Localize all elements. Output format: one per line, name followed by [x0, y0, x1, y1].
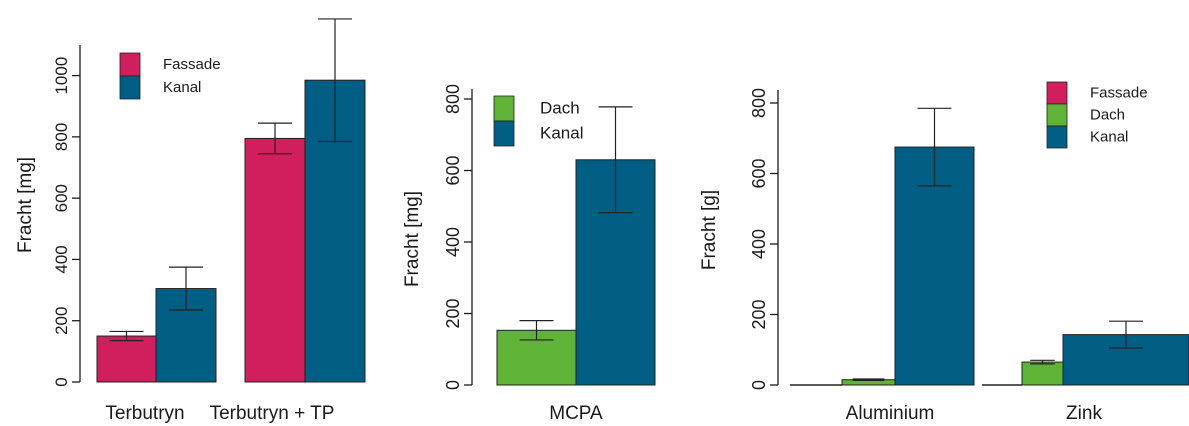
legend-label-dach: Dach [540, 99, 580, 118]
y-tick-label: 0 [443, 380, 463, 390]
category-label: Terbutryn + TP [210, 403, 335, 424]
y-tick-label: 400 [749, 229, 769, 259]
legend: Fassade Kanal [119, 52, 221, 100]
error-bar [852, 378, 885, 382]
bar-kanal [894, 146, 975, 386]
bar-fassade [96, 335, 157, 383]
error-bar [258, 122, 292, 155]
error-bar [318, 18, 352, 143]
error-bar [519, 320, 554, 341]
y-tick-label: 800 [52, 123, 71, 151]
chart-panel-3: 0 200 400 600 800 Fracht [g] Aluminium Zink Fass… [699, 81, 1189, 424]
y-tick-label: 600 [749, 158, 769, 188]
legend-swatch-kanal [1046, 125, 1068, 149]
y-tick-label: 800 [443, 84, 463, 114]
y-tick-label: 400 [443, 227, 463, 257]
error-bar [917, 107, 952, 187]
bar-dach [1021, 361, 1064, 386]
error-bar [598, 106, 633, 214]
legend-swatch-kanal [119, 75, 141, 100]
y-tick-label: 1000 [52, 57, 71, 95]
legend: Dach Kanal [493, 95, 583, 147]
legend-label-dach: Dach [1090, 106, 1125, 123]
error-bar [1109, 320, 1143, 349]
y-tick-label: 200 [52, 307, 71, 335]
legend-swatch-dach [493, 95, 515, 122]
legend-swatch-dach [1046, 103, 1068, 127]
legend: Fassade Dach Kanal [1046, 81, 1148, 149]
y-tick-label: 200 [443, 298, 463, 328]
legend-label-fassade: Fassade [1090, 84, 1148, 101]
y-tick-label: 800 [749, 88, 769, 118]
legend-swatch-fassade [119, 52, 141, 77]
bar-fassade [244, 137, 306, 383]
y-tick-label: 400 [52, 245, 71, 273]
legend-label-kanal: Kanal [163, 79, 201, 96]
category-label: MCPA [549, 403, 603, 424]
y-axis-title: Fracht [mg] [15, 157, 36, 253]
legend-swatch-fassade [1046, 81, 1068, 105]
chart-panel-2: 0 200 400 600 800 Fracht [mg] MCPA Dach Kanal [402, 84, 656, 424]
y-axis-title: Fracht [mg] [402, 191, 423, 287]
category-label: Zink [1066, 403, 1102, 424]
y-tick-label: 0 [52, 377, 71, 386]
legend-label-fassade: Fassade [163, 56, 221, 73]
y-tick-label: 600 [443, 155, 463, 185]
error-bar [1030, 359, 1055, 365]
error-bar [169, 266, 203, 311]
legend-label-kanal: Kanal [1090, 128, 1128, 145]
category-label: Terbutryn [105, 403, 184, 424]
category-label: Aluminium [846, 403, 935, 424]
legend-swatch-kanal [493, 120, 515, 147]
legend-label-kanal: Kanal [540, 124, 583, 143]
y-tick-label: 0 [749, 380, 769, 390]
y-tick-label: 200 [749, 299, 769, 329]
y-axis-title: Fracht [g] [699, 190, 720, 270]
y-tick-label: 600 [52, 184, 71, 212]
chart-panel-1: 0 200 400 600 800 1000 Fracht [mg] Terbutryn Ter… [15, 18, 366, 424]
error-bar [109, 330, 144, 342]
